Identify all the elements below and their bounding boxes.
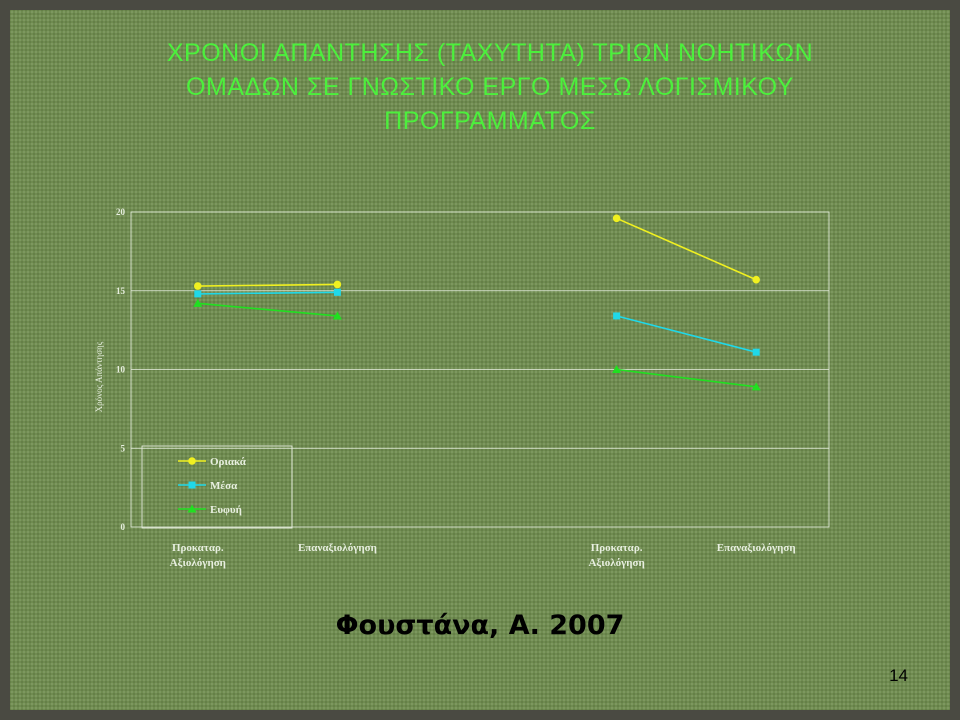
- data-point-oriaka: [194, 282, 202, 290]
- slide-title: ΧΡΟΝΟΙ ΑΠΑΝΤΗΣΗΣ (ΤΑΧΥΤΗΤΑ) ΤΡΙΩΝ ΝΟΗΤΙΚ…: [50, 36, 930, 138]
- data-point-mesa: [752, 348, 760, 356]
- y-tick-label: 5: [121, 443, 126, 453]
- legend-label-oriaka: Οριακά: [210, 456, 247, 468]
- x-category-label: Αξιολόγηση: [170, 557, 226, 569]
- data-point-mesa: [613, 312, 621, 320]
- legend-marker-oriaka: [188, 457, 196, 465]
- y-axis-title: Χρόνος Απάντησης: [94, 341, 104, 412]
- x-category-label: Προκαταρ.: [172, 542, 224, 554]
- y-tick-label: 10: [116, 365, 126, 375]
- series-line-mesa: [197, 291, 338, 295]
- series-line-oriaka: [616, 217, 757, 281]
- data-point-oriaka: [612, 214, 621, 223]
- x-category-label: Επαναξιολόγηση: [717, 542, 796, 554]
- title-line-2: ΟΜΑΔΩΝ ΣΕ ΓΝΩΣΤΙΚΟ ΕΡΓΟ ΜΕΣΩ ΛΟΓΙΣΜΙΚΟΥ: [186, 73, 794, 101]
- x-category-label: Προκαταρ.: [591, 542, 643, 554]
- legend: Οριακά Μέσα Ευφυή: [141, 445, 293, 529]
- citation: Φουστάνα, Α. 2007: [335, 610, 625, 641]
- series-line-oriaka: [197, 283, 338, 287]
- y-tick-label: 15: [116, 286, 126, 296]
- legend-label-eufyi: Ευφυή: [210, 504, 242, 516]
- x-category-labels: Προκαταρ. Αξιολόγηση Επαναξιολόγηση Προκατα…: [170, 542, 796, 569]
- line-chart: 0 5 10 15 20 Προκαταρ. Αξιολόγηση Επαναξιολόγη…: [94, 207, 830, 569]
- legend-marker-mesa: [188, 481, 196, 489]
- data-point-oriaka: [752, 275, 760, 284]
- x-category-label: Αξιολόγηση: [588, 557, 644, 569]
- series-eufyi: [193, 298, 761, 391]
- title-line-3: ΠΡΟΓΡΑΜΜΑΤΟΣ: [384, 107, 596, 135]
- legend-marker-eufyi: [187, 504, 197, 513]
- title-line-1: ΧΡΟΝΟΙ ΑΠΑΝΤΗΣΗΣ (ΤΑΧΥΤΗΤΑ) ΤΡΙΩΝ ΝΟΗΤΙΚ…: [166, 39, 814, 67]
- series-oriaka: [194, 214, 760, 290]
- legend-label-mesa: Μέσα: [210, 480, 238, 492]
- data-point-oriaka: [333, 280, 342, 289]
- series-line-eufyi: [197, 302, 338, 317]
- slide: ΧΡΟΝΟΙ ΑΠΑΝΤΗΣΗΣ (ΤΑΧΥΤΗΤΑ) ΤΡΙΩΝ ΝΟΗΤΙΚ…: [10, 10, 950, 710]
- data-point-mesa: [333, 288, 341, 296]
- y-tick-label: 0: [121, 522, 126, 532]
- series-mesa: [194, 288, 760, 356]
- gridlines: [131, 290, 829, 449]
- data-point-mesa: [194, 290, 202, 298]
- data-point-eufyi: [751, 382, 761, 391]
- x-category-label: Επαναξιολόγηση: [298, 542, 377, 554]
- data-point-eufyi: [332, 311, 342, 320]
- data-point-eufyi: [612, 365, 622, 373]
- data-point-eufyi: [193, 298, 203, 307]
- y-tick-labels: 0 5 10 15 20: [116, 207, 126, 532]
- legend-box: [141, 445, 293, 529]
- series-line-eufyi: [616, 368, 757, 388]
- series-line-mesa: [616, 315, 757, 353]
- page-number: 14: [889, 666, 908, 685]
- y-tick-label: 20: [116, 207, 126, 217]
- series-layer: [193, 214, 761, 391]
